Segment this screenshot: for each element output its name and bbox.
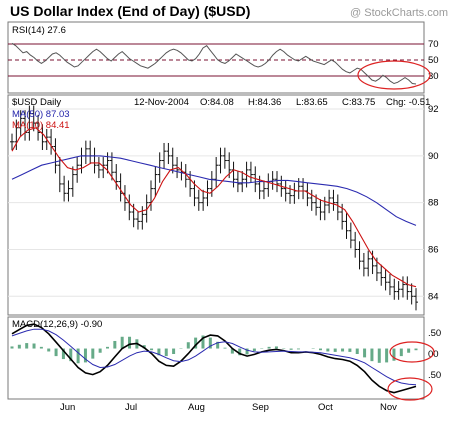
quote-close: C:83.75 [342, 97, 375, 108]
rsi-tick-70: 70 [428, 39, 439, 50]
macd-tick-upper: .50 [428, 328, 441, 339]
macd-annotation-circle-upper [389, 341, 435, 363]
macd-tick-lower: .50 [428, 370, 441, 381]
price-bars [10, 105, 418, 311]
ma10-line [11, 127, 417, 288]
price-tick-label: 84 [428, 291, 439, 302]
quote-low: L:83.65 [296, 97, 328, 108]
x-label-nov: Nov [380, 402, 397, 413]
rsi-label: RSI(14) 27.6 [12, 25, 66, 36]
macd-panel: MACD(12,26,9) -0.90 .50 00 .50 [7, 316, 441, 401]
rsi-series [11, 42, 417, 85]
price-tick-label: 90 [428, 151, 439, 162]
macd-line [11, 323, 417, 394]
quote-change: Chg: -0.51 [386, 97, 430, 108]
quote-high: H:84.36 [248, 97, 281, 108]
x-label-oct: Oct [318, 402, 333, 413]
price-ticks: 92 90 88 86 84 [428, 104, 439, 302]
ma50-label: MA(50) 87.03 [12, 109, 70, 120]
price-tick-label: 92 [428, 104, 439, 115]
price-panel-label: $USD Daily [12, 97, 61, 108]
rsi-panel: RSI(14) 27.6 70 50 30 [7, 21, 439, 94]
x-label-sep: Sep [252, 402, 269, 413]
rsi-tick-30: 30 [428, 71, 439, 82]
quote-open: O:84.08 [200, 97, 234, 108]
x-label-jun: Jun [60, 402, 75, 413]
macd-histogram [10, 335, 418, 364]
macd-label: MACD(12,26,9) -0.90 [12, 319, 102, 330]
price-grid [8, 108, 424, 297]
price-frame [7, 94, 425, 316]
x-label-aug: Aug [188, 402, 205, 413]
price-panel: $USD Daily 12-Nov-2004 O:84.08 H:84.36 L… [7, 94, 439, 316]
quote-date: 12-Nov-2004 [134, 97, 189, 108]
rsi-annotation-circle [357, 60, 431, 90]
chart-title: US Dollar Index (End of Day) ($USD) [10, 3, 250, 19]
price-tick-label: 86 [428, 244, 439, 255]
ma10-label: MA(10) 84.41 [12, 120, 70, 131]
x-label-jul: Jul [125, 402, 137, 413]
credit-label: @ StockCharts.com [350, 7, 448, 19]
price-tick-label: 88 [428, 198, 439, 209]
ma50-line [11, 155, 417, 226]
x-axis: Jun Jul Aug Sep Oct Nov [60, 402, 397, 413]
signal-line [11, 328, 417, 386]
macd-annotation-circle-lower [387, 377, 433, 401]
rsi-tick-50: 50 [428, 55, 439, 66]
